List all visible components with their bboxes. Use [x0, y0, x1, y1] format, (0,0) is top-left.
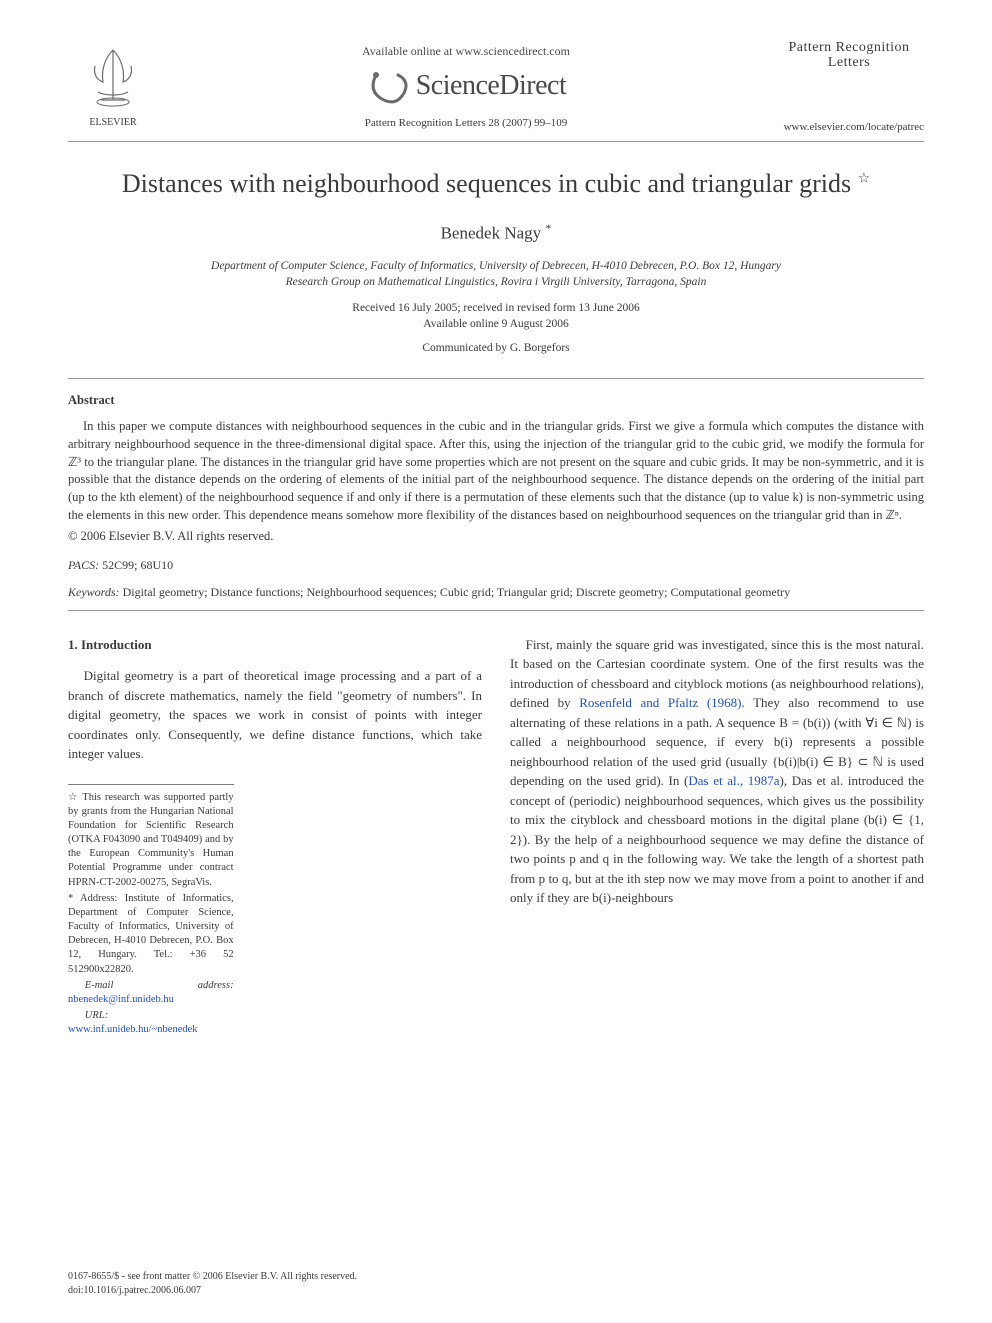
intro-para-2: First, mainly the square grid was invest…	[510, 635, 924, 908]
keywords-line: Keywords: Digital geometry; Distance fun…	[68, 585, 924, 600]
article-dates: Received 16 July 2005; received in revis…	[68, 300, 924, 332]
author-footnote-mark: *	[545, 221, 551, 235]
sciencedirect-swirl-icon	[366, 65, 408, 107]
intro-para-1: Digital geometry is a part of theoretica…	[68, 666, 482, 764]
homepage-link[interactable]: www.inf.unideb.hu/~nbenedek	[68, 1024, 198, 1035]
communicated-by: Communicated by G. Borgefors	[68, 342, 924, 354]
sciencedirect-logo: ScienceDirect	[158, 65, 774, 107]
footnote-funding: ☆ This research was supported partly by …	[68, 791, 234, 890]
bottom-meta: 0167-8655/$ - see front matter © 2006 El…	[68, 1270, 357, 1297]
journal-url: www.elsevier.com/locate/patrec	[774, 121, 924, 133]
doi-line: doi:10.1016/j.patrec.2006.06.007	[68, 1284, 357, 1298]
article-title: Distances with neighbourhood sequences i…	[68, 168, 924, 199]
affiliation-2: Research Group on Mathematical Linguisti…	[98, 274, 894, 290]
journal-name-right: Pattern Recognition Letters	[774, 40, 924, 71]
issn-line: 0167-8655/$ - see front matter © 2006 El…	[68, 1270, 357, 1284]
available-online-line: Available online at www.sciencedirect.co…	[158, 44, 774, 59]
section-1-heading: 1. Introduction	[68, 635, 482, 655]
sciencedirect-wordmark: ScienceDirect	[416, 70, 567, 102]
elsevier-tree-icon	[83, 40, 143, 110]
right-header: Pattern Recognition Letters www.elsevier…	[774, 40, 924, 133]
affiliation-1: Department of Computer Science, Faculty …	[98, 258, 894, 274]
footnotes-block: ☆ This research was supported partly by …	[68, 784, 234, 1038]
header-rule	[68, 141, 924, 142]
pacs-line: PACS: 52C99; 68U10	[68, 558, 924, 573]
citation-das[interactable]: Das et al., 1987a	[688, 773, 779, 788]
citation-rosenfeld[interactable]: Rosenfeld and Pfaltz (1968)	[579, 695, 741, 710]
title-footnote-mark: ☆	[858, 171, 871, 186]
email-link[interactable]: nbenedek@inf.unideb.hu	[68, 994, 174, 1005]
footnote-url: URL: www.inf.unideb.hu/~nbenedek	[68, 1009, 234, 1037]
footnote-email: E-mail address: nbenedek@inf.unideb.hu	[68, 979, 234, 1007]
author-line: Benedek Nagy *	[68, 221, 924, 244]
journal-reference: Pattern Recognition Letters 28 (2007) 99…	[158, 117, 774, 129]
footnote-address: * Address: Institute of Informatics, Dep…	[68, 892, 234, 977]
abstract-bottom-rule	[68, 610, 924, 611]
abstract-heading: Abstract	[68, 393, 924, 408]
affiliations: Department of Computer Science, Faculty …	[68, 258, 924, 290]
publisher-name: ELSEVIER	[68, 117, 158, 128]
abstract-text: In this paper we compute distances with …	[68, 418, 924, 525]
abstract-copyright: © 2006 Elsevier B.V. All rights reserved…	[68, 529, 924, 544]
page-header: ELSEVIER Available online at www.science…	[68, 40, 924, 133]
center-header: Available online at www.sciencedirect.co…	[158, 40, 774, 129]
abstract-top-rule	[68, 378, 924, 379]
body-two-column: 1. Introduction Digital geometry is a pa…	[68, 635, 924, 1040]
publisher-logo-block: ELSEVIER	[68, 40, 158, 128]
